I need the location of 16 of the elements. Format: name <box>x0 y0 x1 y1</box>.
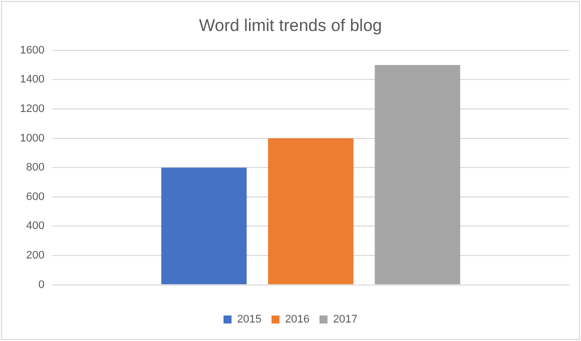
y-tick-label: 1400 <box>20 74 44 86</box>
legend-label: 2016 <box>285 314 310 326</box>
y-tick-label: 1600 <box>20 44 44 56</box>
y-tick-label: 1000 <box>20 132 44 144</box>
bar <box>374 65 460 284</box>
y-tick-label: 0 <box>38 278 44 291</box>
legend-label: 2017 <box>332 314 358 326</box>
chart-title: Word limit trends of blog <box>199 16 382 35</box>
legend-label: 2015 <box>237 314 262 326</box>
y-tick-label: 1200 <box>20 103 44 116</box>
bar <box>161 168 247 284</box>
bar <box>268 138 354 284</box>
y-tick-label: 800 <box>26 162 44 174</box>
y-tick-label: 600 <box>26 190 44 203</box>
y-tick-label: 200 <box>26 250 44 262</box>
y-tick-label: 400 <box>26 220 44 232</box>
